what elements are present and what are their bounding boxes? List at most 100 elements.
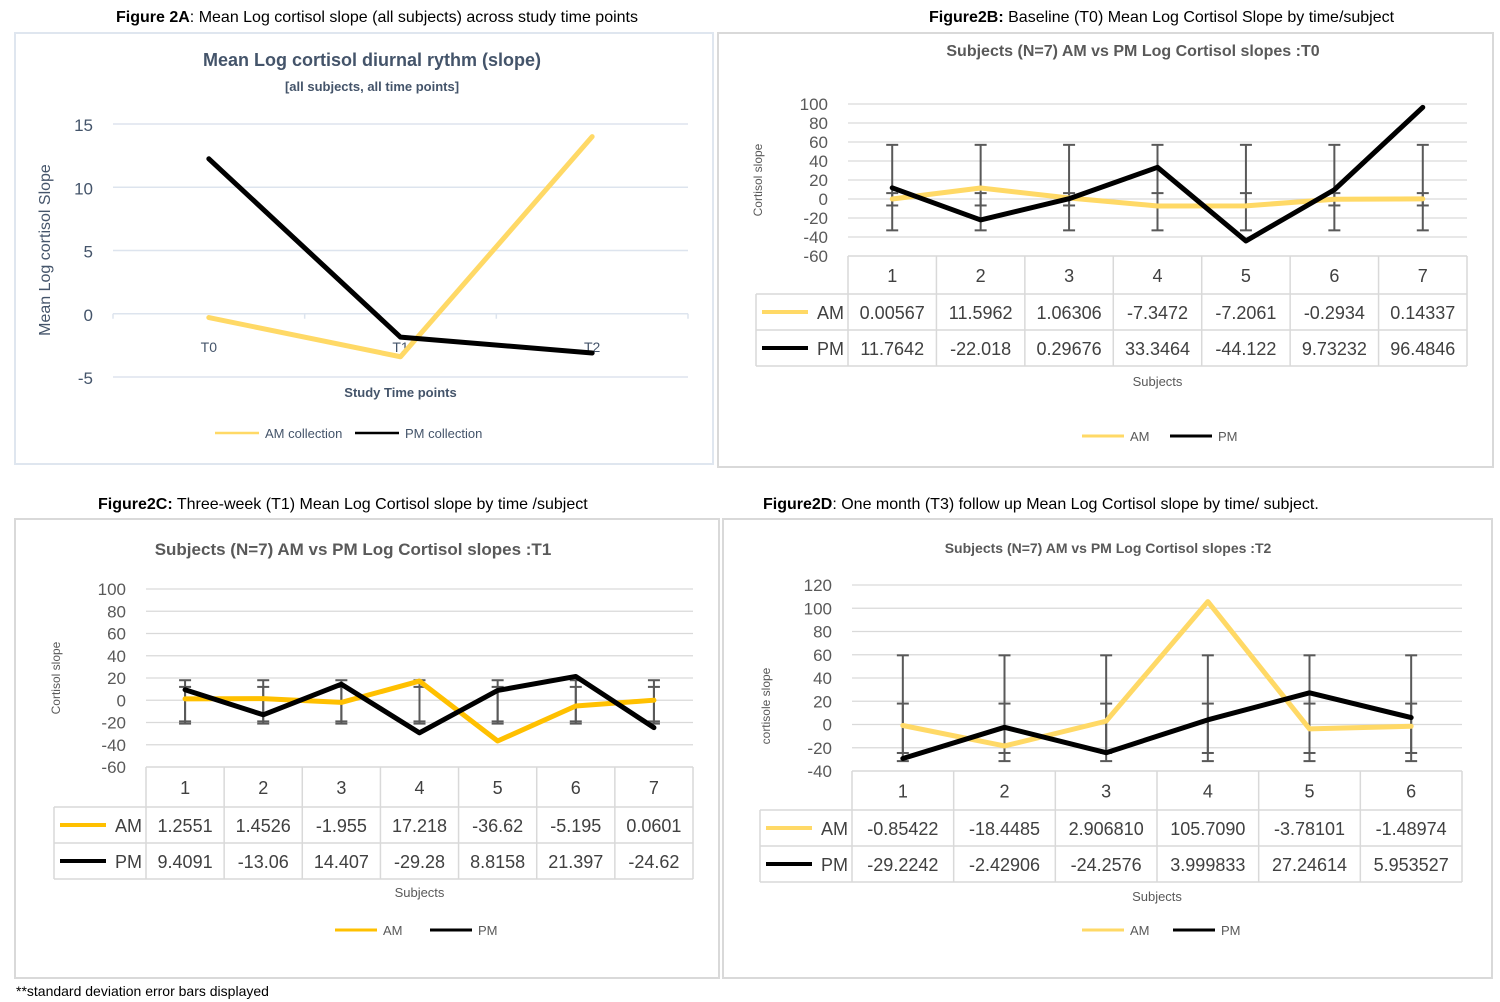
fig2c-legend-label: AM xyxy=(383,923,403,938)
fig2d-y-tick-label: 120 xyxy=(804,576,832,595)
fig2b-y-tick-label: 20 xyxy=(809,171,828,190)
fig2d-series-line-pm xyxy=(900,690,1414,761)
fig2c-x-category-label: 5 xyxy=(493,778,503,798)
fig2b-table-cell: -0.2934 xyxy=(1304,303,1365,323)
fig2a-y-tick-label: 10 xyxy=(74,179,93,198)
fig2d-y-tick-label: 60 xyxy=(813,646,832,665)
fig2b-x-axis-label: Subjects xyxy=(1133,374,1183,389)
fig2c-y-tick-label: 20 xyxy=(107,669,126,688)
fig2c-y-tick-label: 0 xyxy=(117,691,126,710)
fig2b-table-cell: 0.00567 xyxy=(860,303,925,323)
figure-2a-frame xyxy=(14,32,714,465)
fig2d-table-cell: -3.78101 xyxy=(1274,819,1345,839)
fig2b-y-axis-label: Cortisol slope xyxy=(751,143,765,216)
fig2a-chart-title: Mean Log cortisol diurnal rythm (slope) xyxy=(203,50,541,70)
fig2c-table-cell: -24.62 xyxy=(628,852,679,872)
figure-2c-frame xyxy=(14,518,720,979)
fig2c-table-cell: 1.2551 xyxy=(158,816,213,836)
footnote: **standard deviation error bars displaye… xyxy=(16,983,269,999)
fig2c-x-category-label: 3 xyxy=(336,778,346,798)
fig2b-table-cell: 1.06306 xyxy=(1037,303,1102,323)
caption-label: Figure2D xyxy=(763,496,833,513)
fig2b-table-cell: -7.2061 xyxy=(1215,303,1276,323)
fig2c-table-cell: 8.8158 xyxy=(470,852,525,872)
fig2b-legend-label: PM xyxy=(1218,429,1238,444)
fig2a-x-axis-label: Study Time points xyxy=(344,385,456,400)
fig2c-x-category-label: 6 xyxy=(571,778,581,798)
fig2c-chart-title: Subjects (N=7) AM vs PM Log Cortisol slo… xyxy=(155,540,552,559)
fig2b-table-cell: 33.3464 xyxy=(1125,339,1190,359)
fig2d-table-series-name: AM xyxy=(821,819,848,839)
fig2c-y-tick-label: 40 xyxy=(107,647,126,666)
fig2d-x-category-label: 1 xyxy=(898,782,908,802)
fig2b-x-category-label: 6 xyxy=(1329,266,1339,286)
fig2c-y-tick-label: -60 xyxy=(101,758,126,777)
fig2b-table-cell: 11.7642 xyxy=(860,339,924,359)
fig2d-table-cell: -29.2242 xyxy=(867,855,938,875)
fig2d-table-cell: -0.85422 xyxy=(867,819,938,839)
fig2b-table-series-name: PM xyxy=(817,339,844,359)
fig2b-table-series-name: AM xyxy=(817,303,844,323)
fig2b-table-cell: 0.29676 xyxy=(1037,339,1102,359)
fig2c-x-category-label: 4 xyxy=(414,778,424,798)
fig2b-table-cell: -22.018 xyxy=(950,339,1011,359)
caption-label: Figure2C: xyxy=(98,496,173,513)
fig2c-table-cell: 0.0601 xyxy=(626,816,681,836)
fig2d-y-tick-label: 0 xyxy=(823,716,832,735)
fig2c-table-cell: 14.407 xyxy=(314,852,369,872)
fig2c-table-series-name: PM xyxy=(115,852,142,872)
fig2b-x-category-label: 2 xyxy=(976,266,986,286)
fig2d-x-axis-label: Subjects xyxy=(1132,889,1182,904)
fig2c-y-tick-label: 100 xyxy=(98,580,126,599)
fig2c-table-cell: -1.955 xyxy=(316,816,367,836)
fig2c-y-tick-label: -20 xyxy=(101,714,126,733)
fig2b-x-category-label: 1 xyxy=(887,266,897,286)
fig2a-series-line-pm xyxy=(206,156,595,356)
fig2b-y-tick-label: -40 xyxy=(803,228,828,247)
fig2d-table-cell: 2.906810 xyxy=(1069,819,1144,839)
fig2a-y-axis-label: Mean Log cortisol Slope xyxy=(37,164,54,336)
fig2b-x-category-label: 3 xyxy=(1064,266,1074,286)
fig2b-x-category-label: 7 xyxy=(1418,266,1428,286)
fig2a-legend-label: AM collection xyxy=(265,426,342,441)
fig2b-y-tick-label: 60 xyxy=(809,133,828,152)
caption-text: : One month (T3) follow up Mean Log Cort… xyxy=(832,496,1319,513)
fig2a-series-line-am xyxy=(206,134,595,360)
fig2c-table-series-name: AM xyxy=(115,816,142,836)
fig2a-x-category-label: T0 xyxy=(201,339,218,355)
fig2b-legend-label: AM xyxy=(1130,429,1150,444)
fig2d-table-cell: 3.999833 xyxy=(1170,855,1245,875)
fig2d-x-category-label: 6 xyxy=(1406,782,1416,802)
fig2b-table-cell: 96.4846 xyxy=(1390,339,1455,359)
fig2d-table-cell: -24.2576 xyxy=(1071,855,1142,875)
figure-2a-caption: Figure 2A: Mean Log cortisol slope (all … xyxy=(116,9,638,27)
fig2c-table-cell: 17.218 xyxy=(392,816,447,836)
fig2c-x-category-label: 1 xyxy=(180,778,190,798)
fig2d-x-category-label: 4 xyxy=(1203,782,1213,802)
fig2b-y-tick-label: 80 xyxy=(809,114,828,133)
fig2d-table-cell: -18.4485 xyxy=(969,819,1040,839)
fig2c-y-axis-label: Cortisol slope xyxy=(49,641,63,714)
fig2b-table-cell: -7.3472 xyxy=(1127,303,1188,323)
fig2a-y-tick-label: 0 xyxy=(84,306,93,325)
fig2a-y-tick-label: 5 xyxy=(84,243,93,262)
fig2d-y-tick-label: 40 xyxy=(813,669,832,688)
fig2c-x-category-label: 7 xyxy=(649,778,659,798)
fig2d-y-axis-label: cortisole slope xyxy=(759,667,773,744)
fig2d-table-series-name: PM xyxy=(821,855,848,875)
figure-2d-frame xyxy=(722,518,1493,979)
fig2b-table-cell: 11.5962 xyxy=(949,303,1013,323)
fig2c-x-axis-label: Subjects xyxy=(395,885,445,900)
caption-text: Baseline (T0) Mean Log Cortisol Slope by… xyxy=(1003,9,1395,26)
fig2d-chart-title: Subjects (N=7) AM vs PM Log Cortisol slo… xyxy=(945,540,1272,556)
fig2d-y-tick-label: 20 xyxy=(813,692,832,711)
fig2d-table-cell: -1.48974 xyxy=(1376,819,1447,839)
caption-text: Three-week (T1) Mean Log Cortisol slope … xyxy=(172,496,588,513)
caption-text: : Mean Log cortisol slope (all subjects)… xyxy=(189,9,638,26)
fig2c-table-cell: -13.06 xyxy=(238,852,289,872)
fig2c-table-cell: 21.397 xyxy=(548,852,603,872)
fig2d-y-tick-label: 100 xyxy=(804,599,832,618)
fig2d-series-line-am xyxy=(900,599,1414,749)
fig2d-table-cell: 105.7090 xyxy=(1170,819,1245,839)
